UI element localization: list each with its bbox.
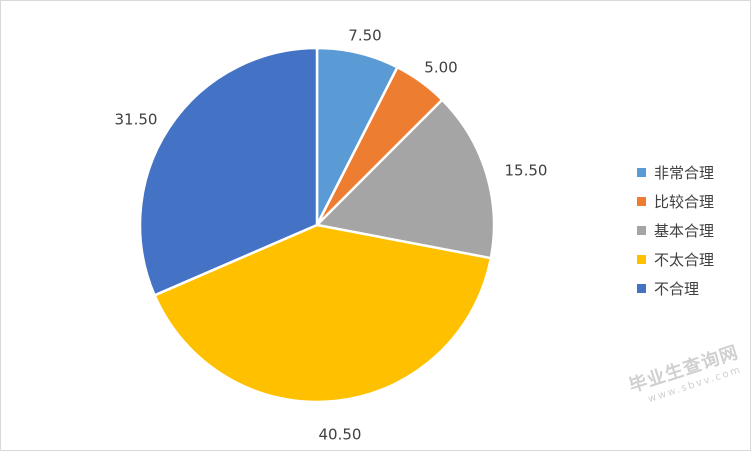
- pie-slice-3: [315, 98, 496, 260]
- data-label-1: 7.50: [348, 27, 381, 45]
- pie-slice-4: [153, 223, 493, 404]
- legend-swatch-5: [637, 284, 646, 293]
- legend-swatch-1: [637, 168, 646, 177]
- legend-item-4: 不太合理: [637, 245, 714, 274]
- legend-label-2: 比较合理: [654, 193, 715, 211]
- legend-item-2: 比较合理: [637, 187, 714, 216]
- legend-label-5: 不合理: [654, 280, 700, 298]
- data-label-4: 40.50: [319, 426, 362, 444]
- data-labels: 7.50 5.00 15.50 40.50 31.50: [115, 27, 548, 444]
- legend: 非常合理比较合理基本合理不太合理不合理: [637, 158, 714, 303]
- legend-label-4: 不太合理: [654, 251, 715, 269]
- pie-slice-5: [138, 46, 319, 297]
- legend-item-1: 非常合理: [637, 158, 714, 187]
- legend-swatch-3: [637, 226, 646, 235]
- legend-item-3: 基本合理: [637, 216, 714, 245]
- legend-swatch-4: [637, 255, 646, 264]
- legend-label-1: 非常合理: [654, 164, 715, 182]
- legend-swatch-2: [637, 197, 646, 206]
- legend-item-5: 不合理: [637, 274, 714, 303]
- pie-slices: [138, 46, 496, 404]
- data-label-2: 5.00: [424, 59, 457, 77]
- legend-label-3: 基本合理: [654, 222, 715, 240]
- data-label-5: 31.50: [115, 111, 158, 129]
- data-label-3: 15.50: [505, 162, 548, 180]
